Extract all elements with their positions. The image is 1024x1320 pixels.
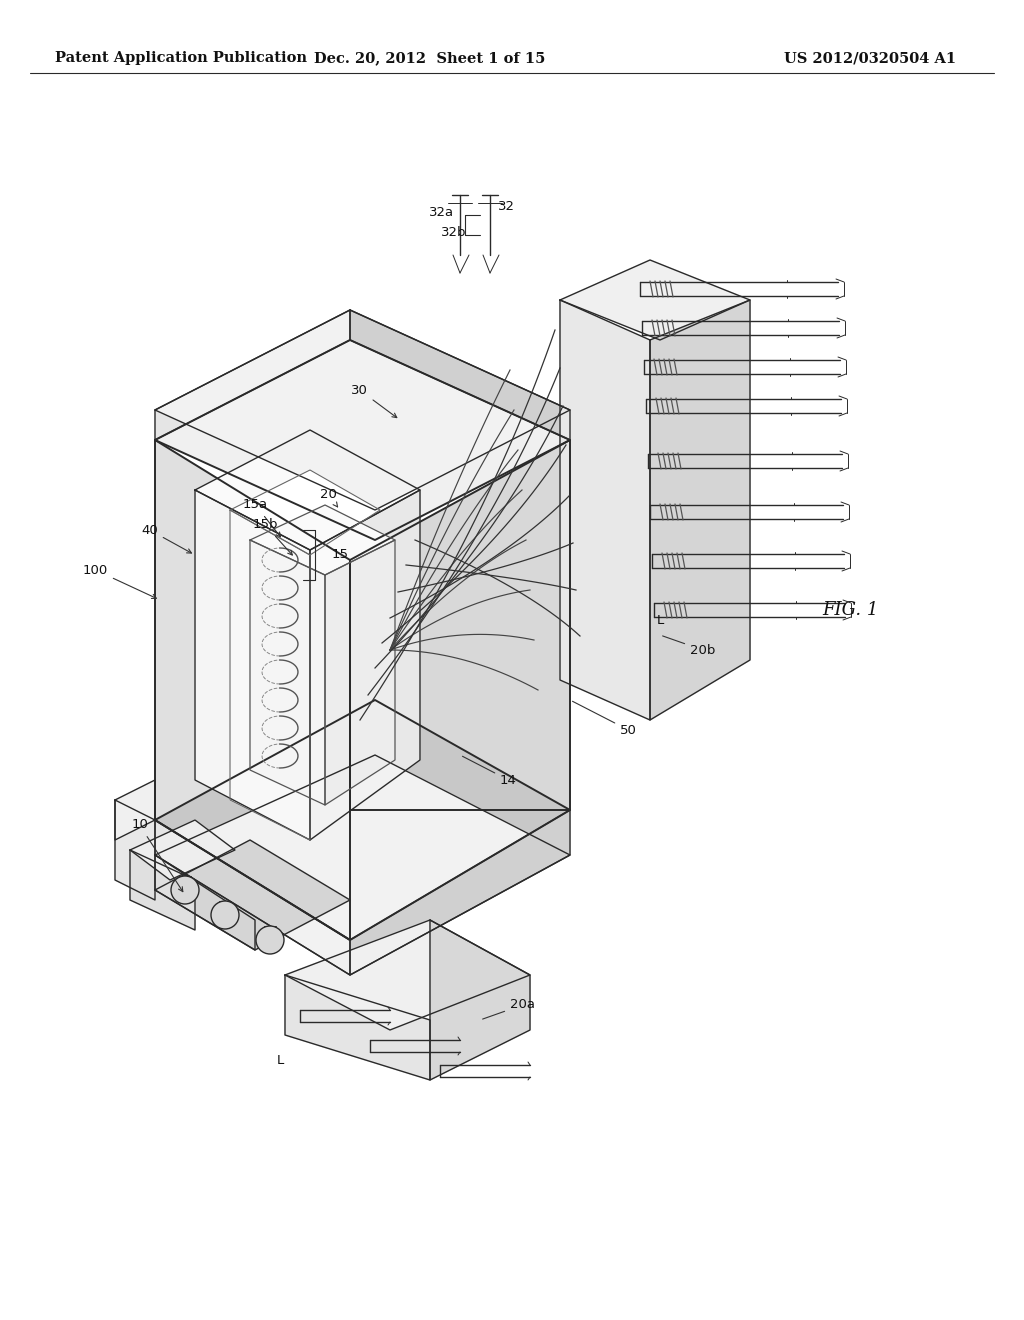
Polygon shape — [155, 840, 350, 950]
Polygon shape — [230, 470, 380, 554]
Text: 32: 32 — [498, 201, 515, 214]
Polygon shape — [230, 510, 310, 840]
Polygon shape — [130, 850, 195, 931]
Text: 20a: 20a — [482, 998, 535, 1019]
Polygon shape — [115, 800, 155, 900]
Polygon shape — [155, 700, 570, 940]
Text: 30: 30 — [351, 384, 396, 417]
Polygon shape — [130, 820, 234, 880]
Text: 14: 14 — [463, 756, 517, 787]
Text: Dec. 20, 2012  Sheet 1 of 15: Dec. 20, 2012 Sheet 1 of 15 — [314, 51, 546, 65]
Polygon shape — [155, 820, 350, 975]
Text: L: L — [656, 614, 664, 627]
Polygon shape — [155, 855, 255, 950]
Polygon shape — [285, 975, 430, 1080]
Polygon shape — [285, 920, 530, 1030]
Polygon shape — [250, 540, 325, 805]
Polygon shape — [560, 260, 750, 341]
Text: 50: 50 — [572, 701, 637, 737]
Circle shape — [211, 902, 239, 929]
Text: 10: 10 — [131, 818, 183, 891]
Text: 20: 20 — [319, 488, 338, 507]
Polygon shape — [155, 341, 570, 540]
Text: 40: 40 — [141, 524, 191, 553]
Text: 100: 100 — [83, 564, 157, 598]
Polygon shape — [430, 920, 530, 1080]
Text: 32a: 32a — [429, 206, 454, 219]
Text: 15: 15 — [332, 549, 349, 561]
Text: 15a: 15a — [243, 499, 281, 537]
Polygon shape — [155, 310, 570, 510]
Polygon shape — [350, 310, 570, 440]
Polygon shape — [195, 490, 310, 840]
Polygon shape — [350, 440, 570, 810]
Polygon shape — [155, 755, 570, 975]
Polygon shape — [650, 300, 750, 719]
Polygon shape — [310, 490, 420, 840]
Text: 20b: 20b — [663, 636, 716, 656]
Polygon shape — [155, 440, 350, 940]
Circle shape — [256, 927, 284, 954]
Polygon shape — [325, 540, 395, 805]
Polygon shape — [560, 300, 650, 719]
Polygon shape — [195, 430, 420, 550]
Polygon shape — [115, 780, 155, 840]
Text: 15b: 15b — [253, 519, 292, 554]
Text: US 2012/0320504 A1: US 2012/0320504 A1 — [784, 51, 956, 65]
Text: L: L — [276, 1053, 284, 1067]
Text: FIG. 1: FIG. 1 — [822, 601, 879, 619]
Polygon shape — [350, 810, 570, 975]
Polygon shape — [250, 506, 395, 576]
Polygon shape — [155, 310, 350, 440]
Circle shape — [171, 876, 199, 904]
Text: 32b: 32b — [440, 227, 466, 239]
Text: Patent Application Publication: Patent Application Publication — [55, 51, 307, 65]
